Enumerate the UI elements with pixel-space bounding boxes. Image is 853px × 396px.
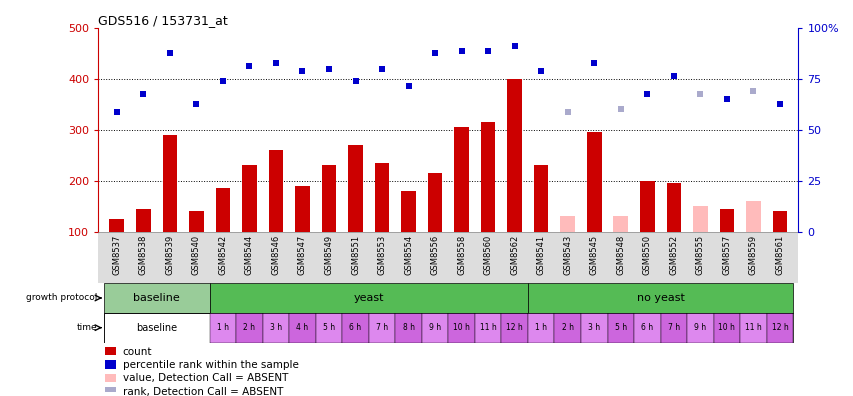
Text: GDS516 / 153731_at: GDS516 / 153731_at (98, 13, 228, 27)
Bar (105, 347, 116, 356)
Bar (586, 132, 601, 232)
Bar (633, 313, 659, 343)
Text: time: time (77, 323, 97, 332)
Bar (560, 216, 574, 232)
Bar (162, 135, 177, 232)
Bar (612, 216, 627, 232)
Bar (606, 313, 633, 343)
Text: 3 h: 3 h (588, 323, 600, 332)
Bar (263, 313, 289, 343)
Bar (740, 313, 766, 343)
Text: no yeast: no yeast (635, 293, 684, 303)
Bar (105, 387, 116, 395)
Bar (316, 313, 342, 343)
Text: 2 h: 2 h (561, 323, 573, 332)
Text: 11 h: 11 h (744, 323, 761, 332)
Bar (693, 206, 707, 232)
Bar (659, 313, 687, 343)
Bar (105, 373, 116, 382)
Text: 5 h: 5 h (614, 323, 626, 332)
Text: rank, Detection Call = ABSENT: rank, Detection Call = ABSENT (123, 386, 282, 396)
Text: 10 h: 10 h (453, 323, 469, 332)
Text: value, Detection Call = ABSENT: value, Detection Call = ABSENT (123, 373, 287, 383)
Bar (554, 313, 580, 343)
Bar (421, 313, 448, 343)
Text: count: count (123, 346, 152, 357)
Bar (209, 313, 236, 343)
Bar (427, 173, 442, 232)
Bar (103, 283, 209, 313)
Bar (322, 166, 336, 232)
Bar (342, 313, 368, 343)
Bar (746, 201, 760, 232)
Bar (368, 313, 395, 343)
Text: growth protocol: growth protocol (26, 293, 97, 303)
Text: 9 h: 9 h (693, 323, 705, 332)
Text: 1 h: 1 h (217, 323, 229, 332)
Bar (448, 313, 474, 343)
Bar (401, 191, 415, 232)
Text: 1 h: 1 h (535, 323, 547, 332)
Text: 12 h: 12 h (770, 323, 787, 332)
Bar (533, 166, 548, 232)
Bar (527, 313, 554, 343)
Bar (766, 313, 792, 343)
Bar (295, 186, 310, 232)
Bar (189, 211, 203, 232)
Bar (242, 166, 257, 232)
Text: 3 h: 3 h (270, 323, 281, 332)
Text: 11 h: 11 h (479, 323, 496, 332)
Bar (687, 313, 713, 343)
Bar (136, 209, 150, 232)
Text: 8 h: 8 h (402, 323, 414, 332)
Text: 5 h: 5 h (322, 323, 334, 332)
Bar (395, 313, 421, 343)
Bar (639, 181, 653, 232)
Bar (98, 232, 798, 283)
Bar (103, 313, 209, 343)
Bar (215, 188, 230, 232)
Bar (236, 313, 263, 343)
Text: 10 h: 10 h (717, 323, 734, 332)
Bar (109, 219, 124, 232)
Bar (105, 360, 116, 369)
Text: baseline: baseline (136, 323, 177, 333)
Bar (289, 313, 316, 343)
Bar (474, 313, 501, 343)
Text: yeast: yeast (353, 293, 384, 303)
Text: 7 h: 7 h (375, 323, 387, 332)
Bar (374, 163, 389, 232)
Bar (527, 283, 792, 313)
Text: 6 h: 6 h (349, 323, 361, 332)
Bar (772, 211, 786, 232)
Text: 4 h: 4 h (296, 323, 308, 332)
Text: 2 h: 2 h (243, 323, 255, 332)
Text: 7 h: 7 h (667, 323, 679, 332)
Text: 6 h: 6 h (641, 323, 653, 332)
Bar (665, 183, 681, 232)
Bar (507, 79, 521, 232)
Bar (719, 209, 734, 232)
Text: 9 h: 9 h (428, 323, 441, 332)
Bar (269, 150, 283, 232)
Bar (480, 122, 495, 232)
Bar (580, 313, 606, 343)
Bar (209, 283, 527, 313)
Bar (348, 145, 363, 232)
Bar (501, 313, 527, 343)
Text: baseline: baseline (133, 293, 180, 303)
Text: 12 h: 12 h (506, 323, 522, 332)
Bar (454, 127, 468, 232)
Text: percentile rank within the sample: percentile rank within the sample (123, 360, 299, 370)
Bar (713, 313, 740, 343)
